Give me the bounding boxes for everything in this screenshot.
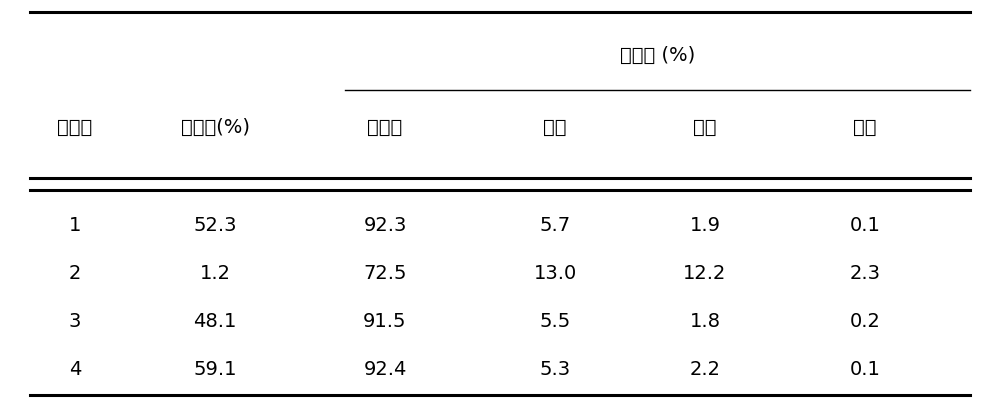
Text: 12.2: 12.2: [683, 264, 727, 283]
Text: 91.5: 91.5: [363, 312, 407, 331]
Text: 4: 4: [69, 359, 81, 379]
Text: 52.3: 52.3: [193, 216, 237, 235]
Text: 巴豆醇: 巴豆醇: [367, 118, 403, 137]
Text: 1.9: 1.9: [690, 216, 720, 235]
Text: 丁醇: 丁醇: [693, 118, 717, 137]
Text: 转化率(%): 转化率(%): [180, 118, 250, 137]
Text: 丙烷: 丙烷: [853, 118, 877, 137]
Text: 丁醛: 丁醛: [543, 118, 567, 137]
Text: 2.3: 2.3: [850, 264, 881, 283]
Text: 92.4: 92.4: [363, 359, 407, 379]
Text: 1.2: 1.2: [200, 264, 230, 283]
Text: 5.7: 5.7: [539, 216, 571, 235]
Text: 5.3: 5.3: [539, 359, 571, 379]
Text: 92.3: 92.3: [363, 216, 407, 235]
Text: 5.5: 5.5: [539, 312, 571, 331]
Text: 72.5: 72.5: [363, 264, 407, 283]
Text: 实施例: 实施例: [57, 118, 93, 137]
Text: 0.2: 0.2: [850, 312, 880, 331]
Text: 1: 1: [69, 216, 81, 235]
Text: 2.2: 2.2: [690, 359, 720, 379]
Text: 0.1: 0.1: [850, 216, 880, 235]
Text: 0.1: 0.1: [850, 359, 880, 379]
Text: 48.1: 48.1: [193, 312, 237, 331]
Text: 2: 2: [69, 264, 81, 283]
Text: 选择性 (%): 选择性 (%): [620, 46, 695, 65]
Text: 3: 3: [69, 312, 81, 331]
Text: 1.8: 1.8: [690, 312, 720, 331]
Text: 59.1: 59.1: [193, 359, 237, 379]
Text: 13.0: 13.0: [533, 264, 577, 283]
